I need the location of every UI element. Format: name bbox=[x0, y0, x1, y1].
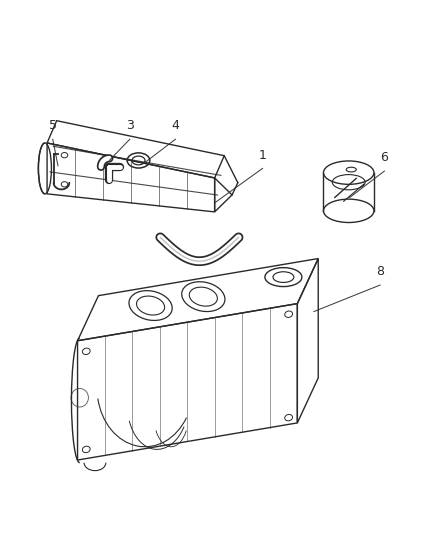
Text: 1: 1 bbox=[258, 149, 266, 161]
Text: 5: 5 bbox=[49, 119, 57, 132]
Ellipse shape bbox=[42, 145, 53, 192]
Text: 4: 4 bbox=[172, 119, 180, 132]
Text: 6: 6 bbox=[381, 151, 389, 164]
Text: 3: 3 bbox=[126, 119, 134, 132]
Text: 8: 8 bbox=[376, 265, 384, 278]
